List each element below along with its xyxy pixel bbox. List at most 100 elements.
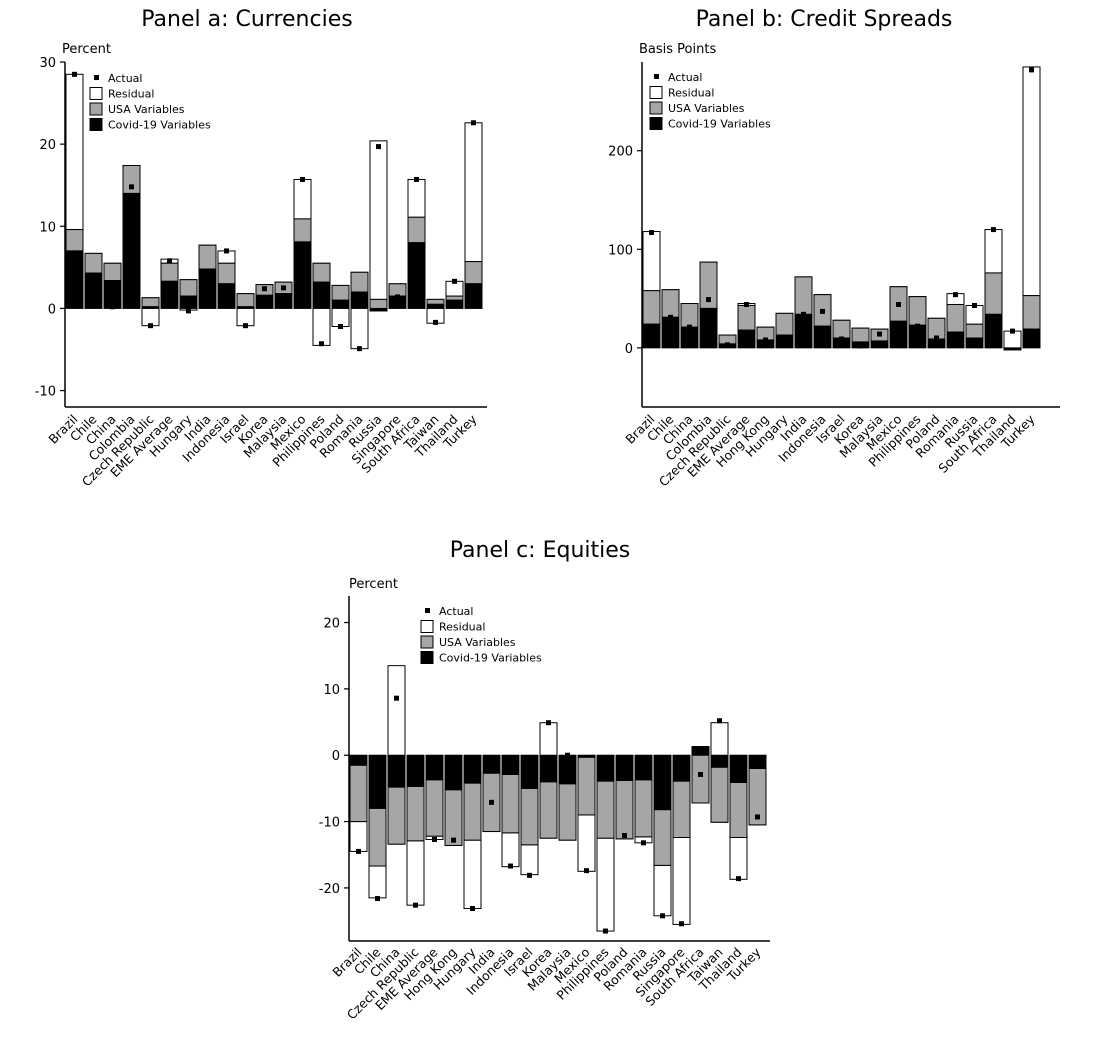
actual-marker — [934, 335, 939, 341]
legend-actual-swatch — [94, 75, 99, 80]
bar-covid-19-variables — [426, 303, 445, 309]
bar-residual — [406, 840, 425, 906]
bar-covid-19-variables — [445, 299, 464, 309]
bar-usa-variables — [851, 327, 870, 343]
legend-swatch — [649, 86, 663, 99]
bar-covid-19-variables — [236, 306, 255, 309]
bar-usa-variables — [65, 229, 84, 252]
bar-usa-variables — [406, 785, 425, 842]
bar-covid-19-variables — [407, 242, 426, 309]
bar-residual — [965, 304, 984, 325]
bar-usa-variables — [729, 781, 748, 838]
y-tick-label: -10 — [35, 385, 56, 400]
bar-covid-19-variables — [653, 754, 672, 811]
bar-usa-variables — [577, 756, 596, 816]
bar-residual — [501, 832, 520, 868]
bar-covid-19-variables — [813, 325, 832, 349]
bar-usa-variables — [908, 296, 927, 326]
actual-marker — [801, 311, 806, 317]
actual-marker — [915, 323, 920, 329]
bar-usa-variables — [794, 276, 813, 315]
actual-marker — [839, 336, 844, 342]
bar-covid-19-variables — [946, 331, 965, 349]
legend-label: Actual — [108, 72, 142, 85]
bar-covid-19-variables — [463, 754, 482, 784]
bar-covid-19-variables — [293, 241, 312, 309]
bar-covid-19-variables — [558, 754, 577, 785]
legend-label: USA Variables — [108, 103, 185, 116]
bar-covid-19-variables — [1003, 347, 1022, 351]
legend-swatch — [649, 101, 663, 115]
actual-marker — [205, 270, 210, 276]
bar-usa-variables — [661, 289, 680, 318]
actual-marker — [129, 184, 134, 190]
actual-marker — [508, 863, 513, 869]
actual-marker — [953, 292, 958, 298]
bar-usa-variables — [236, 293, 255, 308]
bar-residual — [672, 837, 691, 925]
actual-marker — [376, 144, 381, 150]
bar-usa-variables — [680, 303, 699, 328]
bar-residual — [65, 73, 84, 231]
bar-covid-19-variables — [160, 280, 179, 309]
panel-equities: Panel c: EquitiesPercent-20-1001020Brazi… — [319, 538, 770, 1022]
legend: Actual Residual USA Variables Covid-19 Vari… — [89, 72, 211, 132]
bar-covid-19-variables — [425, 754, 444, 781]
bar-usa-variables — [539, 781, 558, 839]
actual-marker — [679, 921, 684, 927]
actual-marker — [858, 343, 863, 349]
bar-usa-variables — [642, 290, 661, 325]
actual-marker — [687, 324, 692, 330]
y-tick-label: 0 — [48, 302, 56, 317]
y-tick-label: 10 — [39, 220, 56, 235]
legend-label: Covid-19 Variables — [668, 118, 771, 131]
actual-marker — [896, 301, 901, 307]
bar-covid-19-variables — [748, 754, 767, 770]
panel-title: Panel b: Credit Spreads — [696, 7, 953, 32]
legend-label: Residual — [439, 621, 485, 634]
actual-marker — [338, 324, 343, 329]
bar-usa-variables — [426, 298, 445, 305]
bar-covid-19-variables — [642, 323, 661, 349]
bar-residual — [349, 821, 368, 852]
actual-marker — [584, 868, 589, 874]
bar-usa-variables — [965, 323, 984, 339]
bar-residual — [577, 814, 596, 872]
actual-marker — [763, 337, 768, 343]
bar-usa-variables — [558, 783, 577, 841]
bar-residual — [1003, 330, 1022, 351]
bar-usa-variables — [832, 319, 851, 339]
legend-label: Covid-19 Variables — [108, 119, 211, 132]
bar-residual — [520, 844, 539, 876]
actual-marker — [470, 905, 475, 911]
actual-marker — [451, 837, 456, 843]
bar-usa-variables — [387, 786, 406, 845]
bar-residual — [1022, 66, 1041, 297]
bar-usa-variables — [1022, 295, 1041, 330]
actual-marker — [527, 872, 532, 878]
actual-marker — [186, 308, 191, 314]
actual-marker — [356, 848, 361, 854]
actual-marker — [660, 913, 665, 919]
actual-marker — [725, 342, 730, 348]
bar-usa-variables — [217, 262, 236, 285]
bar-usa-variables — [331, 284, 350, 301]
actual-marker — [432, 836, 437, 842]
legend-label: Actual — [439, 605, 473, 618]
legend-swatch — [89, 87, 103, 100]
actual-marker — [641, 840, 646, 846]
bar-usa-variables — [984, 272, 1003, 315]
bar-covid-19-variables — [103, 280, 122, 309]
legend-actual-swatch — [654, 74, 659, 79]
bar-covid-19-variables — [65, 250, 84, 309]
bar-usa-variables — [445, 295, 464, 301]
bar-covid-19-variables — [984, 313, 1003, 349]
bar-usa-variables — [160, 262, 179, 282]
legend: Actual Residual USA Variables Covid-19 Vari… — [649, 71, 771, 131]
actual-marker — [167, 258, 172, 264]
bar-usa-variables — [464, 261, 483, 285]
bar-covid-19-variables — [965, 337, 984, 349]
y-tick-label: 200 — [608, 145, 633, 160]
legend-swatch — [420, 620, 434, 633]
